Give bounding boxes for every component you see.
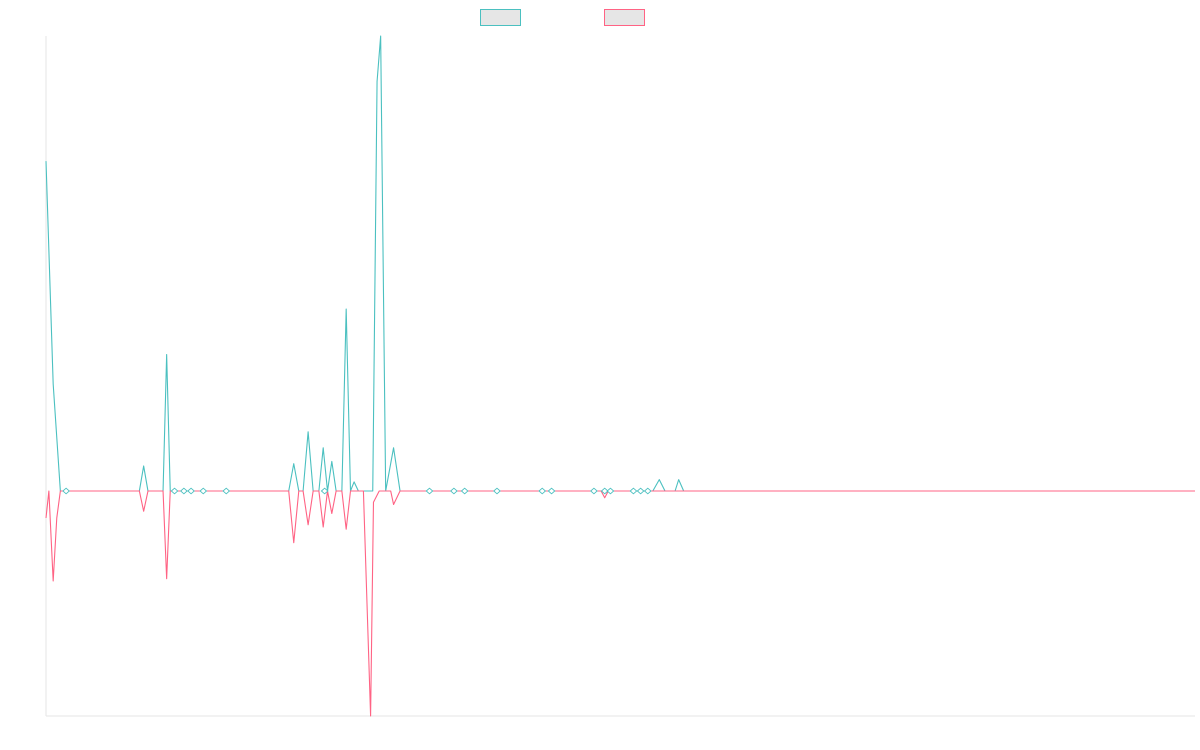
data-point-marker bbox=[170, 487, 179, 495]
data-point-marker bbox=[643, 487, 652, 495]
axes bbox=[45, 36, 1195, 717]
data-point-marker bbox=[460, 487, 469, 495]
data-point-marker bbox=[547, 487, 556, 495]
data-point-marker bbox=[493, 487, 501, 495]
series-line-2 bbox=[45, 490, 1195, 717]
data-point-marker bbox=[606, 487, 615, 495]
series-line-1 bbox=[45, 35, 1195, 492]
data-point-marker bbox=[179, 487, 188, 495]
markers-group bbox=[62, 487, 652, 495]
data-point-marker bbox=[636, 487, 645, 495]
data-point-marker bbox=[222, 487, 231, 495]
legend bbox=[480, 9, 645, 26]
data-point-marker bbox=[629, 487, 638, 495]
data-point-marker bbox=[199, 487, 208, 495]
data-point-marker bbox=[538, 487, 547, 495]
data-point-marker bbox=[62, 487, 70, 495]
series-group bbox=[45, 35, 1195, 717]
data-point-marker bbox=[590, 487, 598, 495]
data-point-marker bbox=[450, 487, 458, 495]
data-point-marker bbox=[187, 487, 195, 495]
data-point-marker bbox=[425, 487, 434, 495]
data-point-marker bbox=[320, 487, 329, 495]
legend-swatch-series-1[interactable] bbox=[480, 9, 521, 26]
legend-swatch-series-2[interactable] bbox=[604, 9, 645, 26]
